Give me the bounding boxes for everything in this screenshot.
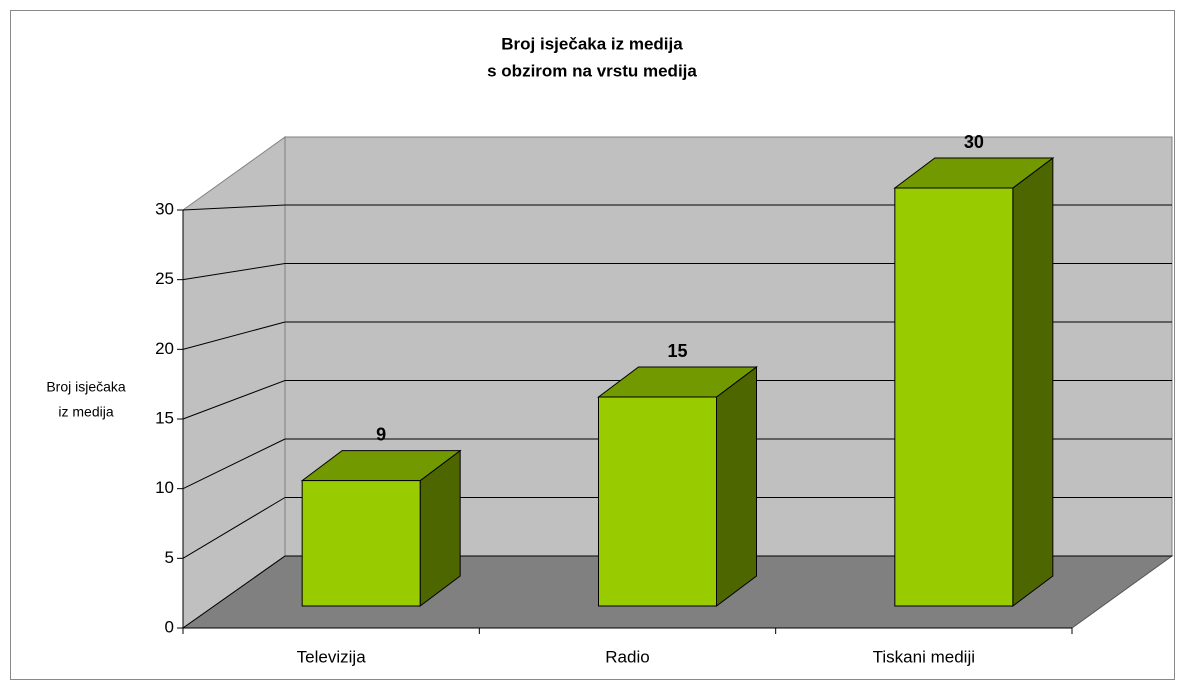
grid-line (182, 380, 286, 420)
side-wall (182, 136, 286, 629)
value-label: 30 (964, 132, 984, 152)
x-tick-label: Tiskani mediji (873, 647, 975, 666)
y-tick-label: 30 (155, 199, 174, 218)
bar (598, 396, 717, 607)
y-axis-label: Broj isječaka (46, 379, 126, 395)
bar (894, 187, 1014, 607)
y-axis-label: iz medija (58, 404, 113, 420)
bar (301, 480, 421, 607)
grid-line (182, 321, 286, 350)
x-tick-label: Televizija (297, 647, 367, 666)
grid-line (182, 555, 286, 629)
y-tick-label: 10 (155, 478, 174, 497)
y-tick-label: 5 (165, 548, 174, 567)
y-tick-label: 20 (155, 339, 174, 358)
value-label: 9 (376, 424, 386, 444)
bar-side (1012, 157, 1054, 607)
value-label: 15 (667, 341, 687, 361)
grid-line (182, 204, 286, 211)
y-tick-label: 15 (155, 408, 174, 427)
bar-side (716, 366, 757, 607)
grid-line (182, 438, 286, 490)
grid-line (182, 263, 286, 281)
y-tick-label: 25 (155, 269, 174, 288)
chart-title: Broj isječaka iz medija (501, 34, 683, 53)
chart-title: s obzirom na vrstu medija (487, 61, 697, 80)
grid-line (182, 497, 286, 559)
x-tick-label: Radio (605, 647, 649, 666)
y-tick-label: 0 (165, 617, 174, 636)
